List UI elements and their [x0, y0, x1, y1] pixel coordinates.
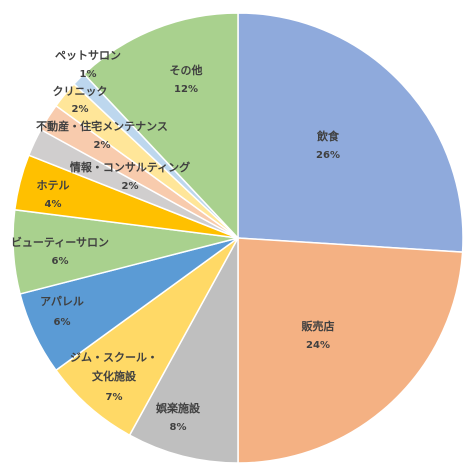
slice-value-4: 7%: [106, 392, 123, 403]
slice-label-5: アパレル: [40, 295, 84, 308]
slice-label-2: 販売店: [302, 319, 335, 333]
slice-label-4: ジム・スクール・文化施設: [70, 351, 158, 383]
slice-value-12: 12%: [174, 84, 198, 95]
slice-label-12: その他: [170, 63, 203, 77]
slice-value-1: 26%: [316, 150, 340, 161]
slice-value-5: 6%: [54, 317, 71, 328]
slice-value-7: 4%: [45, 199, 62, 210]
slice-value-2: 24%: [306, 340, 330, 351]
pie-slice-12: [82, 12, 239, 240]
pie-slices: [12, 12, 464, 464]
pie-slice-2: [237, 237, 464, 464]
pie-labels: 飲食 26% 販売店 24% 娯楽施設 8% ジム・スクール・文化施設 7% アパレル 6% ビュー…: [11, 49, 340, 433]
slice-value-11: 1%: [80, 69, 97, 80]
slice-label-10: クリニック: [53, 85, 108, 98]
slice-label-1: 飲食: [316, 129, 340, 143]
pie-slice-3: [128, 237, 239, 464]
slice-label-3: 娯楽施設: [156, 401, 201, 415]
slice-label-7: ホテル: [37, 179, 70, 192]
slice-value-9: 2%: [94, 140, 111, 151]
slice-value-10: 2%: [72, 104, 89, 115]
slice-value-3: 8%: [170, 422, 187, 433]
slice-label-6: ビューティーサロン: [11, 235, 109, 249]
pie-slice-1: [237, 12, 464, 253]
slice-value-8: 2%: [122, 181, 139, 192]
slice-value-6: 6%: [52, 256, 69, 267]
slice-label-11: ペットサロン: [55, 49, 121, 62]
slice-label-9: 不動産・住宅メンテナンス: [36, 119, 168, 133]
slice-label-8: 情報・コンサルティング: [70, 160, 190, 174]
